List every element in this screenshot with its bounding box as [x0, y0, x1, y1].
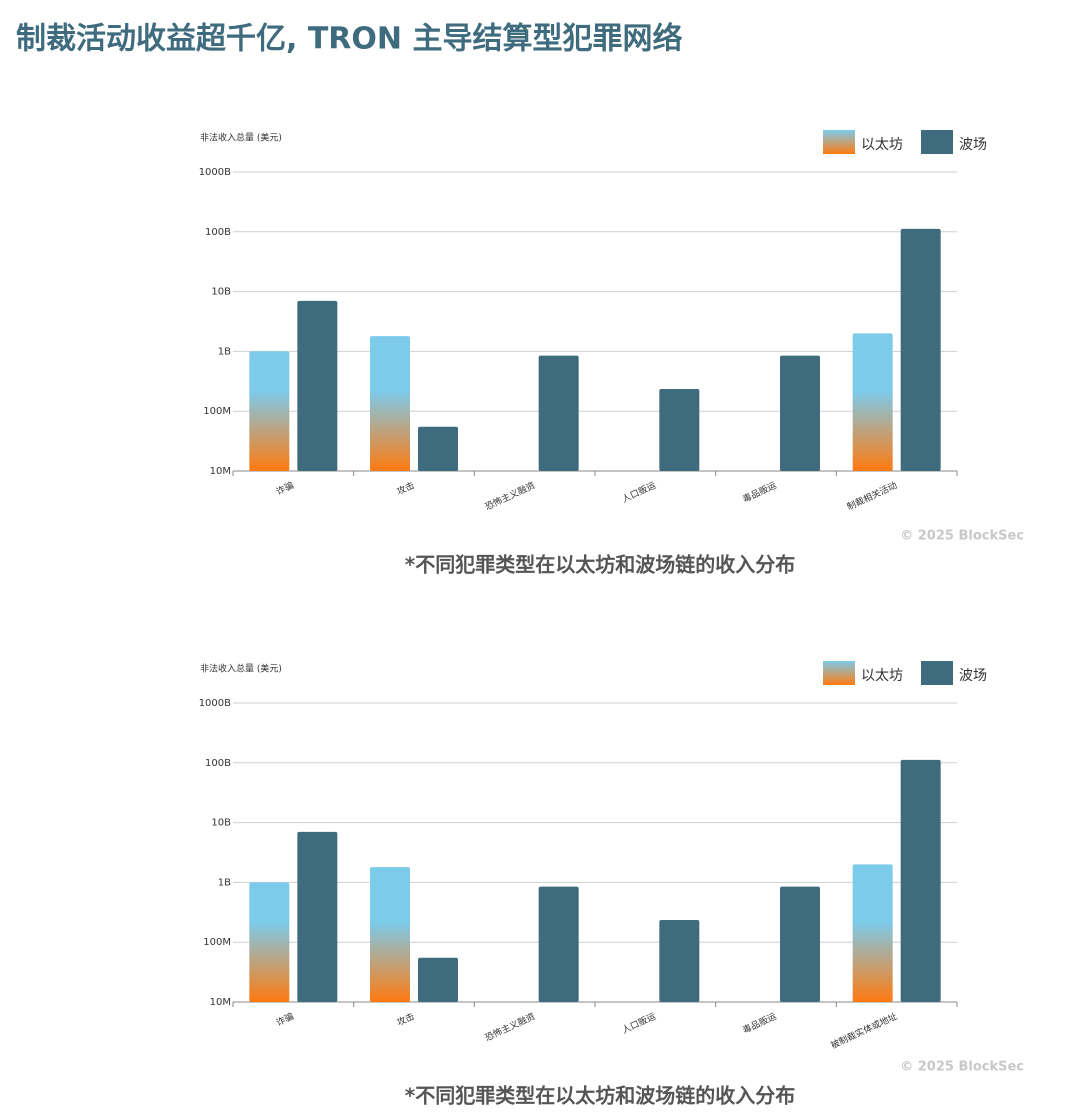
y-tick-label: 10B	[211, 287, 231, 298]
bar	[370, 867, 410, 1002]
bar	[852, 864, 893, 1002]
bar	[370, 336, 410, 471]
x-tick-label: 诈骗	[274, 1010, 295, 1028]
bar	[538, 886, 579, 1002]
bar	[249, 351, 290, 471]
y-tick-label: 1000B	[199, 167, 231, 178]
caption: *不同犯罪类型在以太坊和波场链的收入分布	[405, 1084, 795, 1108]
bar	[538, 355, 579, 471]
bar	[297, 300, 338, 471]
bar	[780, 886, 820, 1002]
legend-swatch	[823, 661, 855, 685]
y-tick-label: 10M	[210, 466, 231, 477]
bar	[659, 920, 700, 1002]
page-title: 制裁活动收益超千亿, TRON 主导结算型犯罪网络	[16, 22, 682, 57]
bar	[900, 759, 941, 1002]
source: © 2025 BlockSec	[900, 529, 1024, 544]
legend-swatch	[921, 130, 953, 154]
bar	[418, 426, 458, 471]
bar	[852, 333, 893, 471]
x-tick-label: 人口贩运	[620, 1010, 658, 1036]
legend-label: 以太坊	[861, 668, 903, 684]
y-axis-title: 非法收入总量 (美元)	[200, 132, 282, 144]
legend-label: 波场	[959, 668, 987, 684]
legend-label: 以太坊	[861, 137, 903, 153]
y-tick-label: 100B	[205, 227, 231, 238]
source: © 2025 BlockSec	[900, 1060, 1024, 1075]
x-tick-label: 被制裁实体或地址	[829, 1010, 899, 1051]
y-axis-title: 非法收入总量 (美元)	[200, 663, 282, 675]
legend-swatch	[921, 661, 953, 685]
y-tick-label: 10B	[211, 818, 231, 829]
x-tick-label: 攻击	[395, 1010, 416, 1028]
bar	[418, 957, 458, 1002]
caption: *不同犯罪类型在以太坊和波场链的收入分布	[405, 553, 795, 577]
legend-swatch	[823, 130, 855, 154]
y-tick-label: 1B	[218, 877, 231, 888]
x-tick-label: 诈骗	[274, 479, 295, 497]
y-tick-label: 10M	[210, 997, 231, 1008]
x-tick-label: 恐怖主义融资	[483, 1010, 537, 1044]
bar	[249, 882, 290, 1002]
bar	[780, 355, 820, 471]
x-tick-label: 恐怖主义融资	[483, 479, 537, 513]
y-tick-label: 100M	[203, 406, 231, 417]
x-tick-label: 制裁相关活动	[845, 479, 899, 513]
bar	[900, 228, 941, 471]
x-tick-label: 人口贩运	[620, 479, 658, 505]
x-tick-label: 毒品贩运	[741, 479, 779, 505]
legend-label: 波场	[959, 137, 987, 153]
y-tick-label: 1B	[218, 346, 231, 357]
y-tick-label: 100M	[203, 937, 231, 948]
y-tick-label: 1000B	[199, 698, 231, 709]
x-tick-label: 毒品贩运	[741, 1010, 779, 1036]
bar	[297, 831, 338, 1002]
x-tick-label: 攻击	[395, 479, 416, 497]
bar	[659, 389, 700, 471]
y-tick-label: 100B	[205, 758, 231, 769]
